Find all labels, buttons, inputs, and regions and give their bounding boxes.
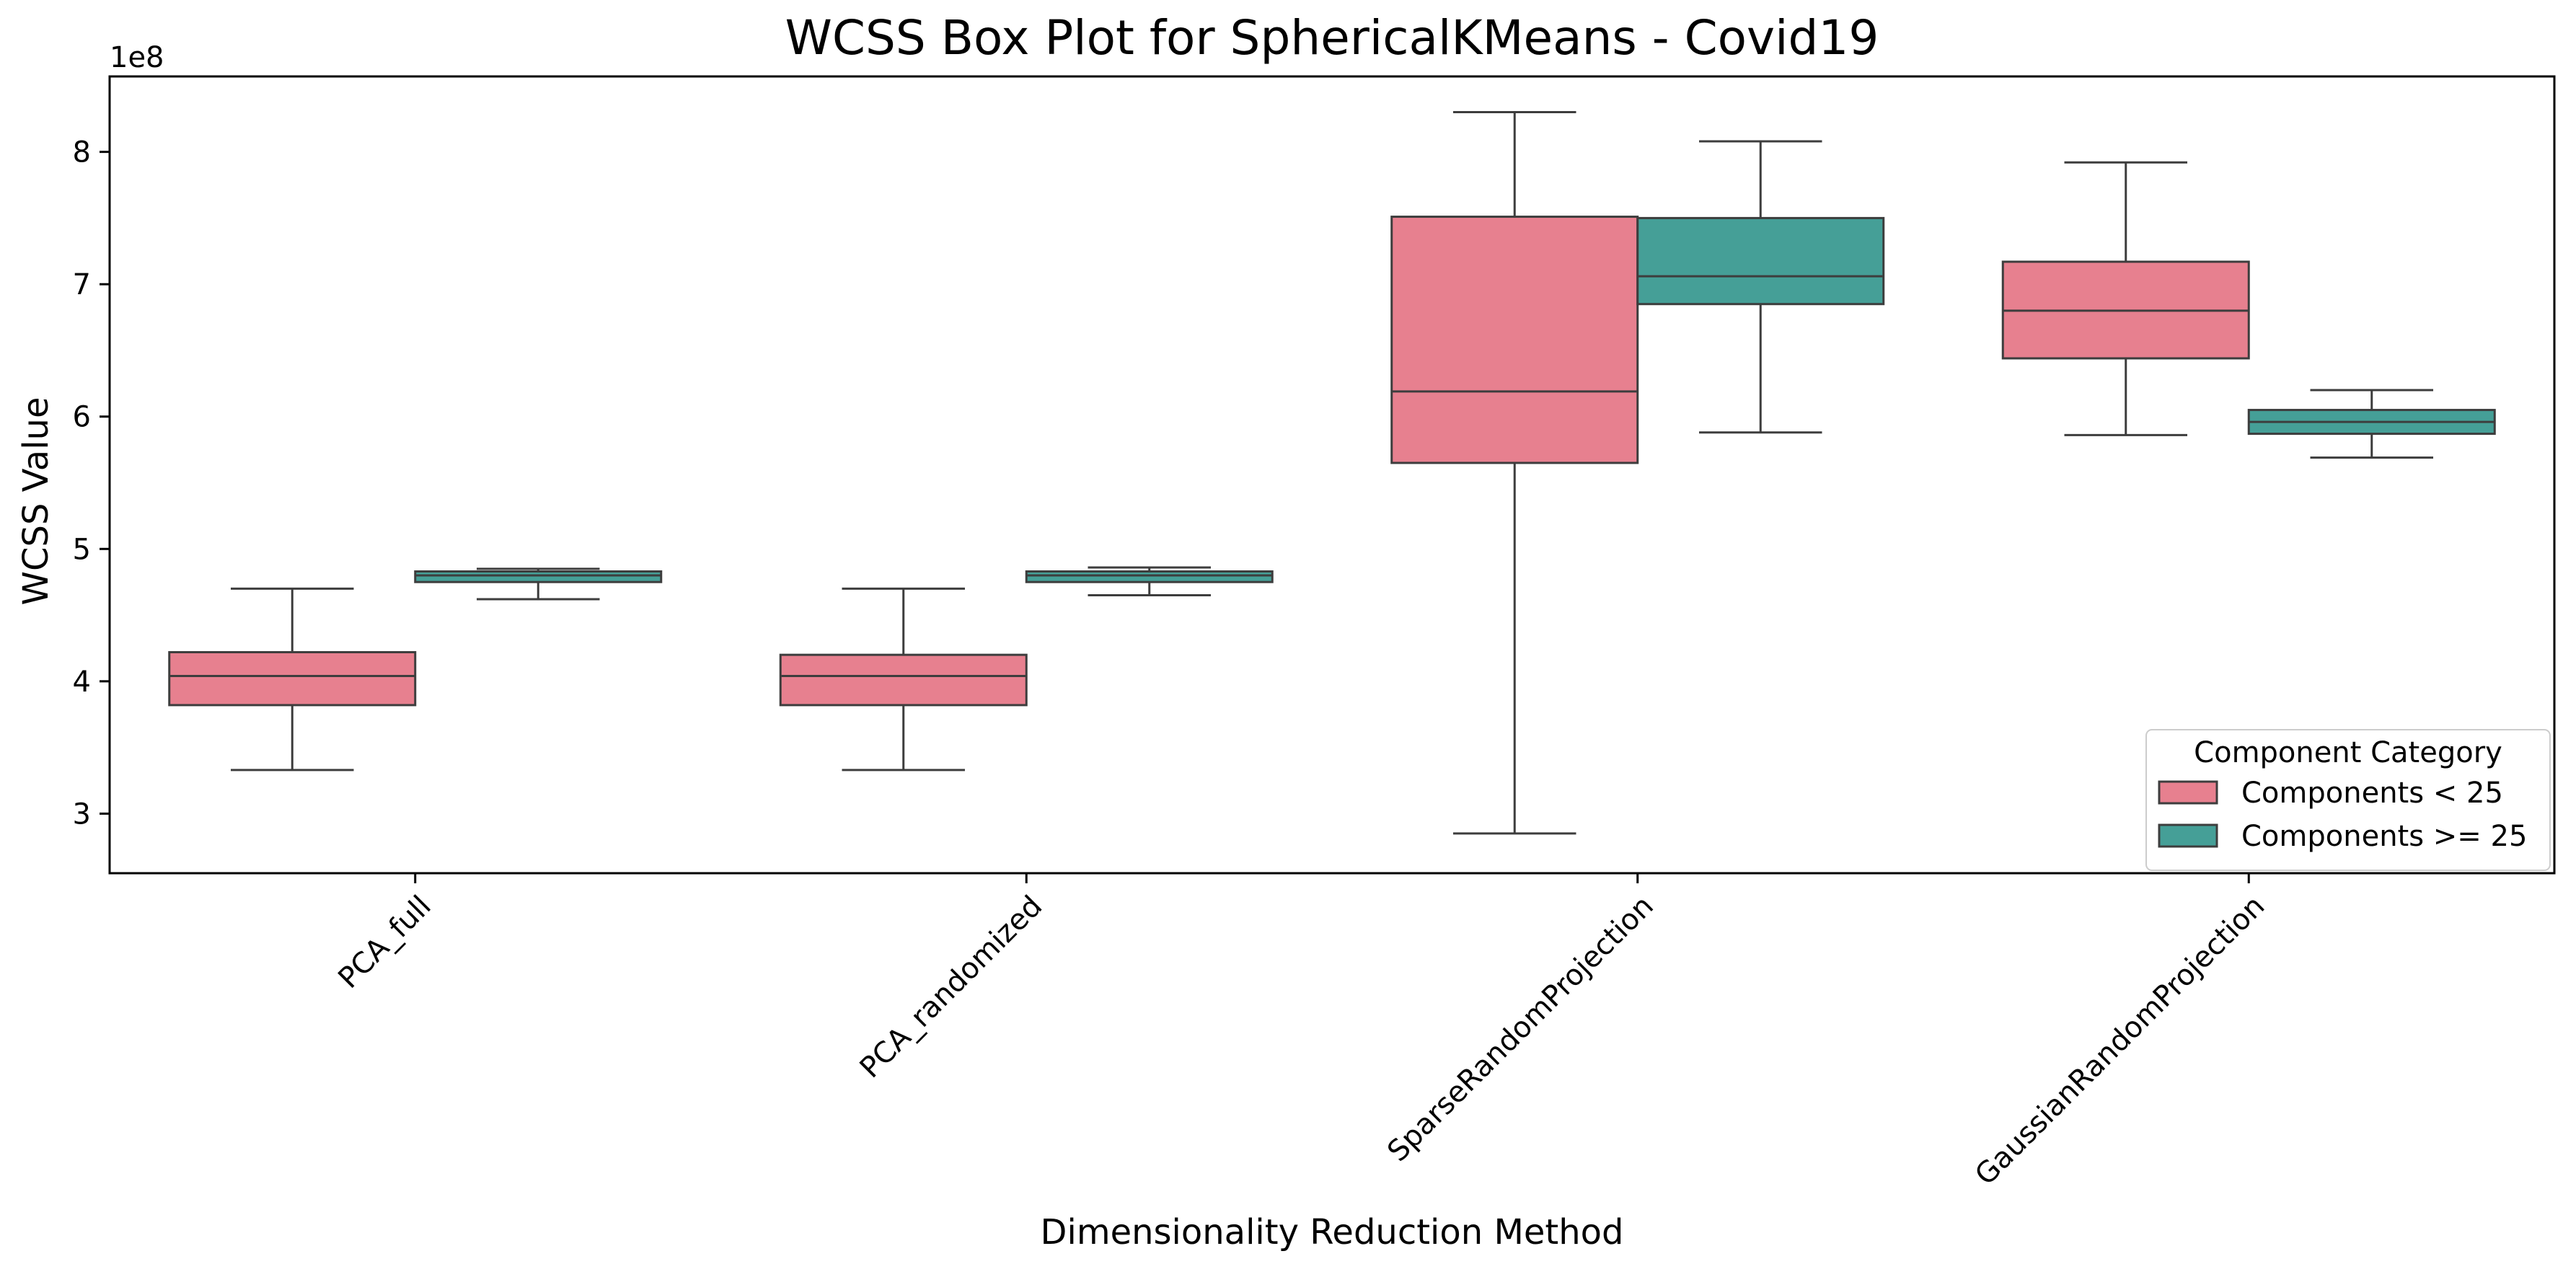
legend-entry-label: Components >= 25 <box>2241 820 2527 853</box>
plot-frame <box>108 75 2556 875</box>
x-axis-label: Dimensionality Reduction Method <box>1041 1212 1624 1252</box>
box-body <box>414 570 663 583</box>
legend-entry-label: Components < 25 <box>2241 777 2503 810</box>
box-body <box>1390 216 1639 464</box>
y-tick-label: 3 <box>73 797 91 831</box>
legend-box <box>2145 729 2551 871</box>
legend-swatch <box>2158 780 2218 805</box>
box-PCA_randomized-series-1 <box>1025 566 1274 597</box>
y-axis-exponent-label: 1e8 <box>110 41 164 74</box>
y-tick-label: 4 <box>73 666 91 699</box>
box-body <box>779 653 1028 707</box>
box-body <box>1636 216 1885 306</box>
legend-title: Component Category <box>2194 736 2502 769</box>
box-GaussianRandomProjection-series-1 <box>2247 389 2496 459</box>
box-GaussianRandomProjection-series-0 <box>2001 161 2250 436</box>
box-PCA_randomized-series-0 <box>779 587 1028 772</box>
box-PCA_full-series-0 <box>168 587 417 772</box>
legend-swatch <box>2158 823 2218 848</box>
chart-title: WCSS Box Plot for SphericalKMeans - Covi… <box>785 10 1879 66</box>
box-SparseRandomProjection-series-0 <box>1390 111 1639 835</box>
y-tick-label: 7 <box>73 268 91 301</box>
y-tick-label: 6 <box>73 401 91 434</box>
y-tick-label: 8 <box>73 136 91 169</box>
box-body <box>1025 570 1274 583</box>
box-PCA_full-series-1 <box>414 567 663 601</box>
y-tick-label: 5 <box>73 533 91 566</box>
y-axis-label: WCSS Value <box>16 397 56 606</box>
box-body <box>168 650 417 707</box>
box-SparseRandomProjection-series-1 <box>1636 140 1885 434</box>
